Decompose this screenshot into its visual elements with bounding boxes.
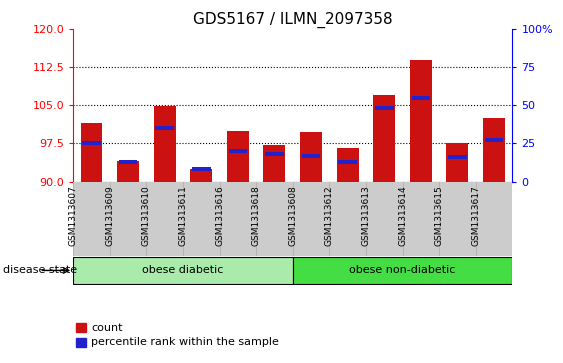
Bar — [263, 145, 285, 182]
Bar — [73, 182, 512, 256]
Text: GSM1313612: GSM1313612 — [325, 185, 334, 246]
Text: GSM1313613: GSM1313613 — [361, 185, 370, 246]
Bar — [483, 118, 505, 182]
Text: GSM1313615: GSM1313615 — [435, 185, 444, 246]
Bar — [300, 132, 322, 182]
Bar — [375, 106, 394, 110]
Bar — [73, 257, 293, 284]
Bar — [82, 141, 101, 146]
Bar — [192, 167, 211, 171]
Bar — [412, 95, 430, 100]
Bar — [190, 169, 212, 182]
Bar — [265, 152, 284, 156]
Bar — [302, 154, 320, 158]
Bar — [81, 123, 102, 182]
Text: count: count — [91, 323, 123, 333]
Text: GSM1313614: GSM1313614 — [398, 185, 407, 246]
Text: GSM1313610: GSM1313610 — [142, 185, 151, 246]
Text: GSM1313618: GSM1313618 — [252, 185, 261, 246]
Bar — [448, 155, 467, 159]
Bar — [154, 106, 176, 182]
Bar — [119, 160, 137, 164]
Bar — [76, 323, 86, 332]
Bar — [338, 160, 357, 164]
Text: GSM1313616: GSM1313616 — [215, 185, 224, 246]
Bar — [446, 143, 468, 182]
Text: GSM1313617: GSM1313617 — [471, 185, 480, 246]
Bar — [337, 148, 359, 182]
Bar — [373, 95, 395, 182]
Text: disease state: disease state — [3, 265, 77, 276]
Bar — [293, 257, 512, 284]
Text: GSM1313607: GSM1313607 — [69, 185, 78, 246]
Text: GSM1313608: GSM1313608 — [288, 185, 297, 246]
Bar — [76, 338, 86, 347]
Bar — [155, 126, 174, 130]
Text: obese diabetic: obese diabetic — [142, 265, 224, 275]
Bar — [229, 149, 247, 153]
Bar — [485, 138, 503, 142]
Bar — [227, 131, 249, 182]
Bar — [117, 161, 139, 182]
Text: GSM1313609: GSM1313609 — [105, 185, 114, 246]
Bar — [410, 60, 432, 182]
Text: obese non-diabetic: obese non-diabetic — [350, 265, 455, 275]
Text: GSM1313611: GSM1313611 — [178, 185, 187, 246]
Title: GDS5167 / ILMN_2097358: GDS5167 / ILMN_2097358 — [193, 12, 392, 28]
Text: percentile rank within the sample: percentile rank within the sample — [91, 337, 279, 347]
